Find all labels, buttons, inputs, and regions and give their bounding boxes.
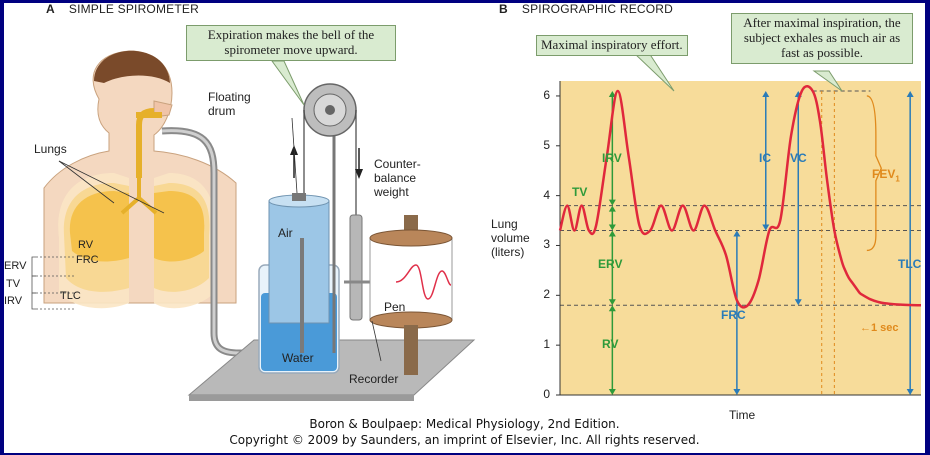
tlc-lung-label: TLC (60, 290, 81, 302)
tlc-arrow-tail (906, 389, 914, 395)
fev1-brace (866, 95, 882, 252)
volume-trace (558, 85, 922, 309)
y-tick-label: 5 (543, 137, 550, 152)
erv-arrow-head (608, 230, 616, 237)
credit-line-1: Boron & Boulpaep: Medical Physiology, 2n… (309, 417, 620, 431)
tv-arrow-head (608, 205, 616, 212)
erv-label: ERV (598, 257, 623, 271)
frc-arrow-head (733, 230, 741, 237)
max-expiration-callout: After maximal inspiration, the subject e… (731, 13, 913, 64)
recorder-label: Recorder (349, 372, 399, 386)
y-tick-label: 1 (543, 337, 550, 352)
air-label: Air (278, 226, 293, 240)
ic-arrow-tail (762, 224, 770, 231)
y-tick-label: 0 (543, 387, 550, 401)
spirometer-illustration (31, 50, 922, 401)
expiration-callout: Expiration makes the bell of the spirome… (186, 25, 396, 61)
max-inspiratory-callout: Maximal inspiratory effort. (536, 35, 688, 56)
credit-line-2: Copyright © 2009 by Saunders, an imprint… (229, 433, 700, 447)
vc-label: VC (790, 151, 807, 165)
counterbalance-weight-label: Counter-balance weight (374, 157, 421, 199)
pen-label: Pen (384, 300, 406, 314)
ic-label: IC (759, 151, 771, 165)
tlc-label: TLC (898, 257, 922, 271)
irv-bracket-label: IRV (4, 295, 23, 307)
figure-panel: A SIMPLE SPIROMETER Expiration makes the … (4, 2, 925, 453)
erv-bracket-label: ERV (4, 260, 27, 272)
y-tick-label: 6 (543, 87, 550, 102)
lungs-label: Lungs (34, 142, 67, 156)
rv-arrow-head (608, 305, 616, 312)
y-tick-label: 3 (543, 237, 550, 252)
tv-bracket-label: TV (6, 278, 21, 290)
frc-arrow-tail (733, 389, 741, 395)
one-second-label: ←1 sec (860, 322, 899, 334)
irv-label: IRV (602, 151, 622, 165)
erv-arrow-tail (608, 299, 616, 306)
y-tick-label: 4 (543, 187, 550, 202)
irv-arrow-head (608, 90, 616, 97)
tv-arrow-tail (608, 224, 616, 231)
tv-label: TV (572, 185, 588, 199)
floating-drum-label: Floating drum (208, 90, 251, 118)
spirogram-chart (556, 81, 922, 396)
tlc-arrow-head (906, 90, 914, 97)
vc-arrow-tail (794, 299, 802, 306)
frc-label: FRC (721, 308, 746, 322)
panel-b-heading: B SPIROGRAPHIC RECORD (499, 2, 674, 16)
irv-arrow-tail (608, 199, 616, 206)
water-label: Water (282, 351, 314, 365)
panel-a-heading: A SIMPLE SPIROMETER (46, 2, 199, 16)
rv-lung-label: RV (78, 239, 94, 251)
fev1-label: FEV1 (872, 167, 900, 184)
ic-arrow-head (762, 90, 770, 97)
rv-label: RV (602, 337, 619, 351)
lungs-icon (58, 173, 215, 309)
rv-arrow-tail (608, 389, 616, 395)
frc-lung-label: FRC (76, 254, 99, 266)
y-tick-label: 2 (543, 287, 550, 302)
y-axis-label: Lung volume (liters) (491, 217, 530, 259)
x-axis-label: Time (729, 408, 756, 422)
